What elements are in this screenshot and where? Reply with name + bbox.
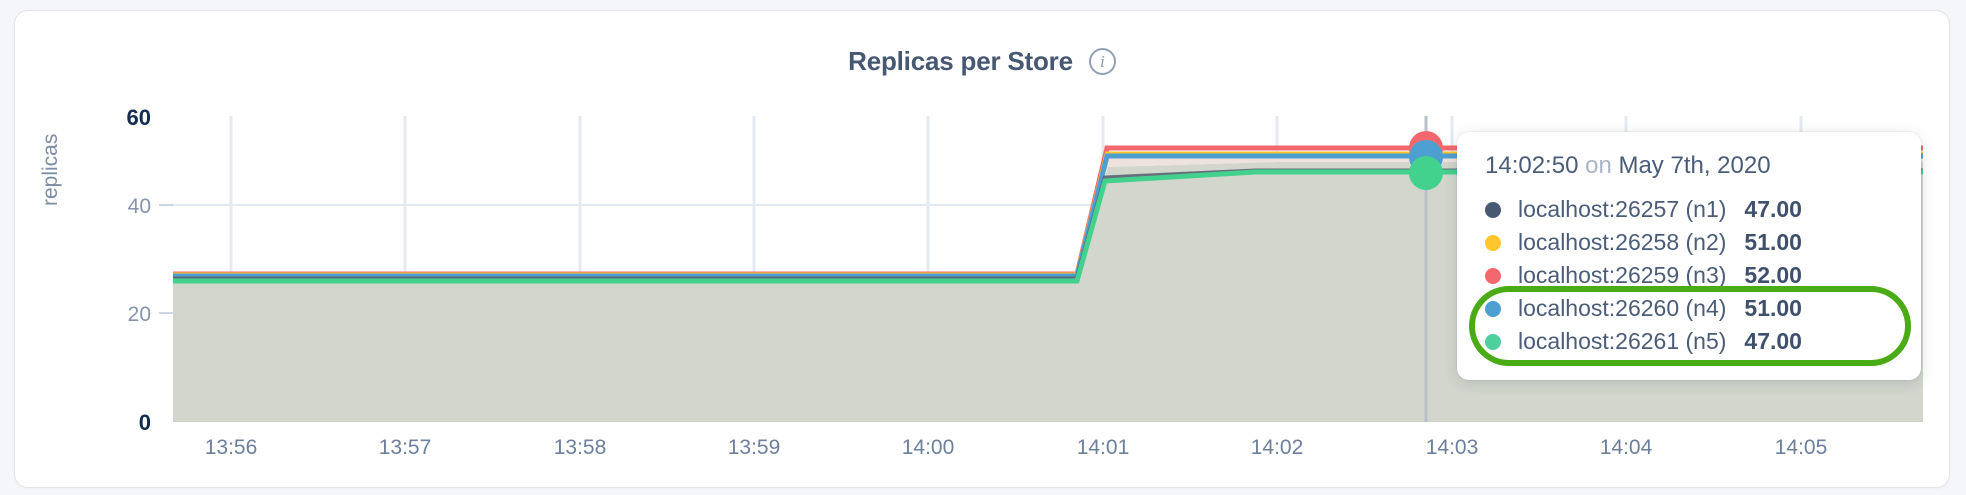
series-dot-n4 [1485, 300, 1501, 317]
x-tick-8: 14:04 [1600, 436, 1653, 459]
info-circle-icon[interactable]: i [1088, 47, 1116, 75]
series-value-n3: 52.00 [1744, 262, 1802, 288]
series-value-n2: 51.00 [1744, 229, 1802, 255]
series-label-n1: localhost:26257 (n1) [1518, 196, 1727, 222]
tooltip-rows: localhost:26257 (n1) 47.00 localhost:262… [1469, 193, 1911, 366]
series-dot-n5 [1485, 333, 1501, 350]
tooltip-row-n3: localhost:26259 (n3) 52.00 [1485, 259, 1893, 292]
x-tick-3: 13:59 [728, 436, 781, 459]
x-tick-1: 13:57 [379, 436, 432, 459]
y-axis-label: replicas [39, 133, 62, 206]
series-label-n5: localhost:26261 (n5) [1518, 328, 1727, 354]
series-dot-n1 [1485, 201, 1501, 218]
tooltip-row-n5: localhost:26261 (n5) 47.00 [1485, 325, 1893, 358]
y-tick-0: 0 [139, 410, 151, 435]
tooltip-row-n4: localhost:26260 (n4) 51.00 [1485, 292, 1893, 325]
series-label-n3: localhost:26259 (n3) [1518, 262, 1727, 288]
tooltip-row-n2: localhost:26258 (n2) 51.00 [1485, 226, 1893, 259]
tooltip-time: 14:02:50 [1485, 152, 1579, 179]
card-header: Replicas per Store i [15, 41, 1949, 81]
series-dot-n2 [1485, 234, 1501, 251]
chart-tooltip: 14:02:50 on May 7th, 2020 localhost:2625… [1457, 132, 1921, 380]
page-title: Replicas per Store [848, 45, 1073, 76]
series-label-n2: localhost:26258 (n2) [1518, 229, 1727, 255]
x-tick-0: 13:56 [205, 436, 258, 459]
series-value-n4: 51.00 [1744, 295, 1802, 321]
y-tick-60: 60 [127, 105, 151, 130]
tooltip-timestamp: 14:02:50 on May 7th, 2020 [1485, 152, 1893, 180]
tooltip-row-n1: localhost:26257 (n1) 47.00 [1485, 193, 1893, 226]
x-tick-4: 14:00 [902, 436, 955, 459]
series-label-n4: localhost:26260 (n4) [1518, 295, 1727, 321]
x-tick-2: 13:58 [554, 436, 607, 459]
x-tick-5: 14:01 [1077, 436, 1130, 459]
x-tick-9: 14:05 [1775, 436, 1828, 459]
y-tick-40: 40 [128, 195, 151, 218]
x-tick-6: 14:02 [1251, 436, 1304, 459]
y-tick-marks [159, 204, 173, 314]
tooltip-date: May 7th, 2020 [1618, 152, 1771, 179]
hover-markers [1409, 131, 1443, 190]
tooltip-on-word: on [1585, 152, 1612, 179]
hover-marker-n5 [1409, 156, 1443, 190]
series-value-n1: 47.00 [1744, 196, 1802, 222]
x-tick-7: 14:03 [1426, 436, 1479, 459]
series-dot-n3 [1485, 267, 1501, 284]
series-value-n5: 47.00 [1744, 328, 1802, 354]
y-tick-20: 20 [128, 303, 151, 326]
